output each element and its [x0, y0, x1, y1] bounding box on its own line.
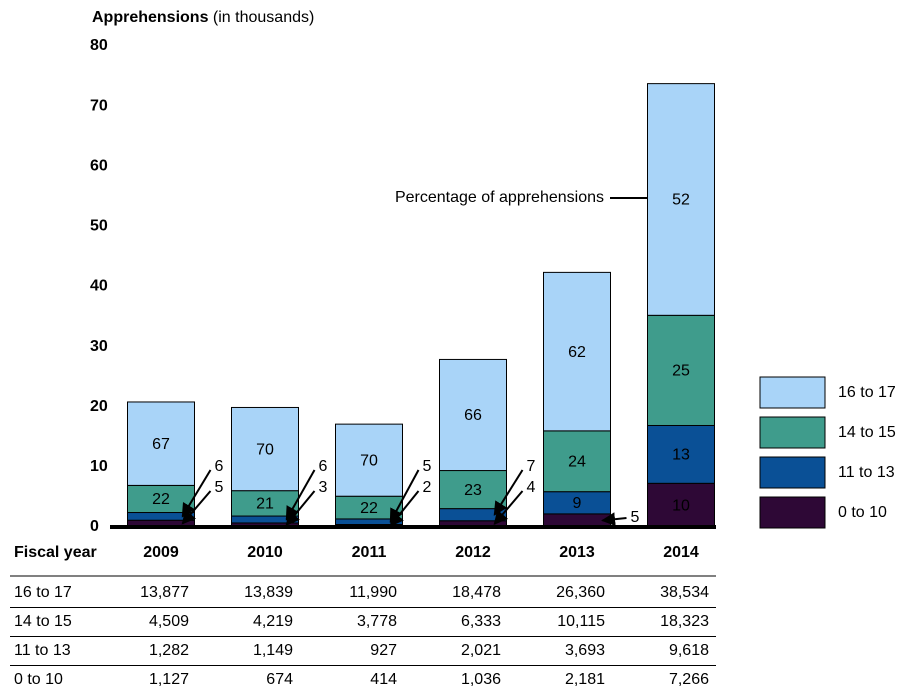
- table-cell: 4,219: [253, 613, 293, 630]
- table-cell: 10,115: [557, 613, 605, 630]
- table-cell: 11,990: [349, 584, 397, 601]
- percent-label: 13: [672, 447, 690, 464]
- y-tick-label: 40: [90, 278, 108, 295]
- title-main: Apprehensions: [92, 9, 209, 26]
- chart-title: Apprehensions (in thousands): [92, 9, 314, 26]
- y-tick-label: 70: [90, 97, 108, 114]
- percent-label: 23: [464, 482, 482, 499]
- legend-swatch: [759, 376, 826, 409]
- percent-label: 10: [672, 497, 690, 514]
- bar-segment: [439, 358, 507, 472]
- percent-label: 24: [568, 453, 586, 470]
- table-cell: 26,360: [556, 584, 605, 601]
- table-cell: 3,693: [565, 642, 605, 659]
- y-tick-label: 80: [90, 37, 108, 54]
- percent-arrow: [601, 512, 627, 527]
- percent-label: 22: [360, 500, 378, 517]
- y-tick-label: 20: [90, 398, 108, 415]
- table-header: Fiscal year: [14, 544, 97, 561]
- x-tick-label: 2011: [352, 544, 387, 561]
- table-cell: 1,036: [461, 671, 501, 688]
- legend-swatch: [759, 456, 826, 489]
- y-tick-label: 0: [90, 518, 99, 535]
- row-label: 16 to 17: [14, 584, 72, 601]
- bar-segment: [647, 314, 715, 426]
- percent-label: 25: [672, 363, 690, 380]
- percent-arrow: [493, 469, 524, 516]
- bar-segment: [127, 401, 195, 486]
- percent-arrow: [181, 469, 212, 518]
- table-cell: 414: [370, 671, 397, 688]
- table-cell: 13,839: [244, 584, 293, 601]
- y-tick-label: 50: [90, 218, 108, 235]
- row-label: 0 to 10: [14, 671, 63, 688]
- bar-segment: [647, 83, 715, 316]
- percent-label: 66: [464, 407, 482, 424]
- title-note: (in thousands): [213, 9, 314, 26]
- y-tick-label: 10: [90, 458, 108, 475]
- legend-swatch: [759, 416, 826, 449]
- percent-label: 3: [319, 479, 328, 496]
- legend-label: 14 to 15: [838, 424, 896, 441]
- y-tick-label: 30: [90, 338, 108, 355]
- x-tick-label: 2014: [663, 544, 699, 561]
- table-cell: 38,534: [660, 584, 709, 601]
- percent-label: 4: [527, 479, 536, 496]
- table-cell: 4,509: [149, 613, 189, 630]
- table-cell: 674: [266, 671, 293, 688]
- table-cell: 1,149: [253, 642, 293, 659]
- table-cell: 18,478: [452, 584, 501, 601]
- x-tick-label: 2009: [143, 544, 179, 561]
- percent-arrow: [493, 490, 524, 525]
- percent-label: 7: [527, 458, 536, 475]
- percent-label: 21: [256, 496, 274, 513]
- percent-label: 6: [215, 458, 224, 475]
- x-tick-label: 2010: [247, 544, 283, 561]
- legend-swatch: [759, 496, 826, 529]
- percent-label: 6: [319, 458, 328, 475]
- bar-segment: [543, 271, 611, 432]
- row-label: 11 to 13: [14, 642, 71, 659]
- percent-label: 5: [215, 479, 224, 496]
- percent-label: 62: [568, 344, 586, 361]
- table-cell: 7,266: [669, 671, 709, 688]
- table-cell: 1,282: [149, 642, 189, 659]
- annotation: Percentage of apprehensions: [395, 189, 604, 206]
- percent-arrow: [389, 469, 420, 523]
- bar-segment: [231, 406, 299, 492]
- table-cell: 13,877: [140, 584, 189, 601]
- percent-arrow: [181, 490, 212, 525]
- percent-label: 22: [152, 491, 170, 508]
- x-tick-label: 2012: [455, 544, 491, 561]
- legend-label: 16 to 17: [838, 384, 896, 401]
- percent-label: 52: [672, 192, 690, 209]
- bar-segment: [335, 423, 403, 497]
- percent-label: 70: [256, 441, 274, 458]
- y-tick-label: 60: [90, 157, 108, 174]
- percent-label: 70: [360, 452, 378, 469]
- percent-label: 5: [631, 509, 640, 526]
- table-cell: 2,021: [461, 642, 501, 659]
- bar-segment: [647, 424, 715, 484]
- x-tick-label: 2013: [559, 544, 595, 561]
- table-cell: 9,618: [669, 642, 709, 659]
- legend-label: 0 to 10: [838, 504, 887, 521]
- table-cell: 6,333: [461, 613, 501, 630]
- table-cell: 18,323: [660, 613, 709, 630]
- bar-segment: [543, 430, 611, 493]
- percent-label: 67: [152, 436, 170, 453]
- table-cell: 3,778: [357, 613, 397, 630]
- percent-label: 5: [423, 458, 432, 475]
- legend-label: 11 to 13: [838, 464, 895, 481]
- table-cell: 1,127: [149, 671, 189, 688]
- row-label: 14 to 15: [14, 613, 72, 630]
- percent-label: 2: [423, 479, 432, 496]
- percent-label: 9: [573, 495, 582, 512]
- table-cell: 2,181: [565, 671, 605, 688]
- table-cell: 927: [370, 642, 397, 659]
- percent-arrow: [285, 469, 316, 521]
